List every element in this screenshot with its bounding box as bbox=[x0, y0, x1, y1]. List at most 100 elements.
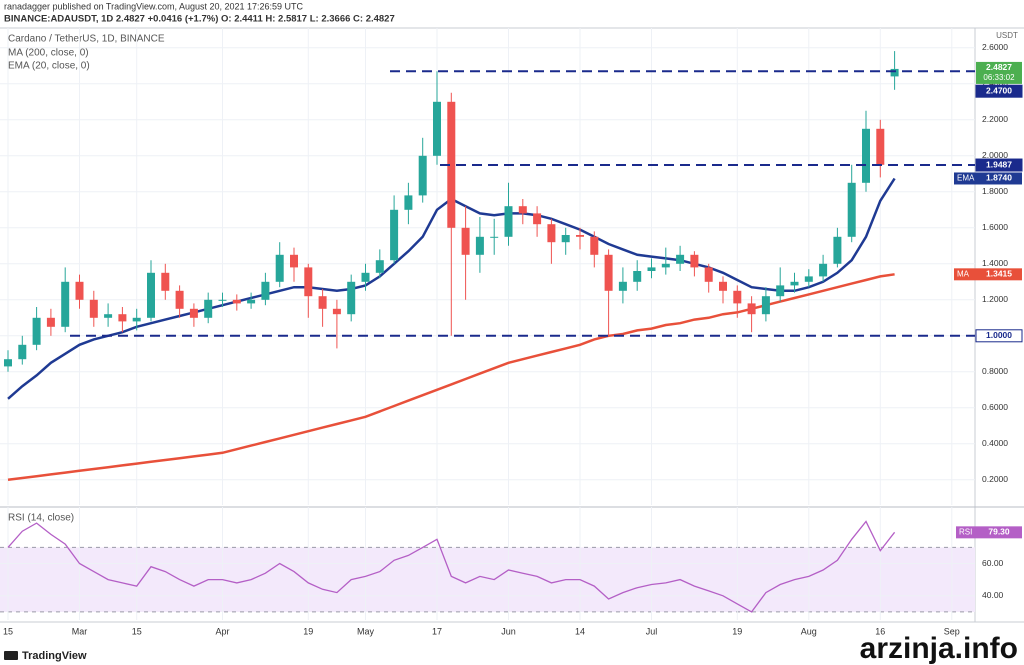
candle-body bbox=[118, 314, 127, 322]
candle-body bbox=[318, 296, 327, 309]
y-tick-label: 2.2000 bbox=[982, 114, 1008, 124]
overlay-label-value: 1.3415 bbox=[986, 269, 1012, 279]
level-label-box bbox=[975, 84, 1023, 98]
level-label-box bbox=[975, 329, 1023, 343]
x-tick-label: Apr bbox=[215, 626, 229, 636]
logo-icon bbox=[4, 651, 18, 660]
y-tick-label: 2.6000 bbox=[982, 42, 1008, 52]
candle-body bbox=[261, 281, 270, 300]
candle-body bbox=[518, 206, 527, 214]
x-tick-label: May bbox=[357, 626, 375, 636]
candle-body bbox=[361, 272, 370, 282]
candle-body bbox=[676, 254, 685, 264]
candle-body bbox=[561, 235, 570, 243]
y-tick-label: 1.6000 bbox=[982, 222, 1008, 232]
candle-body bbox=[847, 182, 856, 237]
y-tick-label: 0.8000 bbox=[982, 366, 1008, 376]
candle-body bbox=[161, 272, 170, 291]
candle-body bbox=[690, 254, 699, 268]
candle-body bbox=[504, 206, 513, 237]
candle-body bbox=[46, 317, 55, 327]
candle-body bbox=[604, 254, 613, 291]
y-tick-label: 1.2000 bbox=[982, 294, 1008, 304]
candle-body bbox=[533, 213, 542, 225]
logo: TradingView bbox=[4, 650, 87, 662]
candle-body bbox=[490, 236, 499, 238]
candle-body bbox=[833, 236, 842, 264]
publisher: ranadagger published on TradingView.com,… bbox=[4, 1, 304, 11]
candle-body bbox=[418, 155, 427, 196]
candle-body bbox=[61, 281, 70, 327]
watermark: arzinja.info bbox=[860, 632, 1018, 665]
rsi-band-fill bbox=[0, 547, 975, 612]
x-tick-label: 17 bbox=[432, 626, 442, 636]
candle-body bbox=[275, 254, 284, 282]
candle-body bbox=[347, 281, 356, 315]
last-price: 2.4827 bbox=[986, 62, 1012, 72]
candle-body bbox=[747, 303, 756, 315]
rsi-label-box bbox=[956, 526, 1022, 539]
x-tick-label: 15 bbox=[132, 626, 142, 636]
x-tick-label: Aug bbox=[801, 626, 817, 636]
candle-body bbox=[576, 235, 584, 237]
candle-body bbox=[18, 344, 27, 360]
y-tick-label: 1.8000 bbox=[982, 186, 1008, 196]
ema-legend: EMA (20, close, 0) bbox=[8, 61, 90, 72]
y-tick-label: 40.00 bbox=[982, 590, 1004, 600]
candle-body bbox=[175, 290, 184, 309]
candle-body bbox=[75, 281, 84, 300]
last-price-box bbox=[976, 61, 1022, 84]
level-label: 2.4700 bbox=[986, 85, 1012, 95]
candle-body bbox=[876, 128, 885, 165]
candle-body bbox=[247, 299, 256, 304]
candle-body bbox=[304, 267, 313, 297]
y-tick-label: 0.4000 bbox=[982, 438, 1008, 448]
x-tick-label: 19 bbox=[303, 626, 313, 636]
overlay-label-box bbox=[954, 268, 1022, 281]
overlay-label-box bbox=[954, 172, 1022, 185]
rsi-label-name: RSI bbox=[959, 527, 972, 536]
quote: BINANCE:ADAUSDT, 1D 2.4827 +0.0416 (+1.7… bbox=[4, 14, 395, 25]
candle-body bbox=[290, 254, 298, 268]
countdown: 06:33:02 bbox=[983, 73, 1015, 82]
candle-body bbox=[104, 314, 113, 318]
candle-body bbox=[147, 272, 155, 318]
y-tick-label: 0.6000 bbox=[982, 402, 1008, 412]
candle-body bbox=[218, 299, 227, 301]
candle-body bbox=[804, 276, 813, 282]
candle-body bbox=[547, 224, 556, 243]
candle-body bbox=[447, 101, 456, 228]
rsi-line bbox=[7, 520, 896, 613]
rsi-legend: RSI (14, close) bbox=[8, 513, 74, 524]
candle-body bbox=[475, 236, 484, 255]
overlay-label-name: MA bbox=[957, 269, 970, 278]
x-tick-label: 15 bbox=[3, 626, 13, 636]
x-tick-label: Mar bbox=[72, 626, 88, 636]
candle-body bbox=[790, 281, 799, 286]
candle-body bbox=[189, 308, 198, 318]
candle-body bbox=[761, 296, 770, 315]
candle-body bbox=[819, 263, 828, 277]
x-tick-label: 14 bbox=[575, 626, 585, 636]
candle-body bbox=[647, 267, 656, 271]
x-tick-label: Jun bbox=[501, 626, 516, 636]
candle-body bbox=[32, 317, 41, 345]
x-tick-label: 19 bbox=[732, 626, 742, 636]
y-tick-label: 2.0000 bbox=[982, 150, 1008, 160]
rsi-label-value: 79.30 bbox=[988, 527, 1010, 537]
candle-body bbox=[89, 299, 98, 318]
candle-body bbox=[618, 281, 627, 291]
pane-title: Cardano / TetherUS, 1D, BINANCE bbox=[8, 34, 165, 45]
overlay-label-value: 1.8740 bbox=[986, 173, 1012, 183]
logo-text: TradingView bbox=[22, 650, 87, 662]
candle-body bbox=[390, 209, 399, 261]
candle-body bbox=[633, 271, 642, 282]
candle-body bbox=[232, 299, 241, 304]
candle-body bbox=[719, 281, 727, 291]
candle-body bbox=[132, 317, 141, 322]
candle-body bbox=[332, 308, 341, 315]
ma-legend: MA (200, close, 0) bbox=[8, 48, 89, 59]
level-label-box bbox=[975, 158, 1023, 172]
y-tick-label: 0.2000 bbox=[982, 474, 1008, 484]
